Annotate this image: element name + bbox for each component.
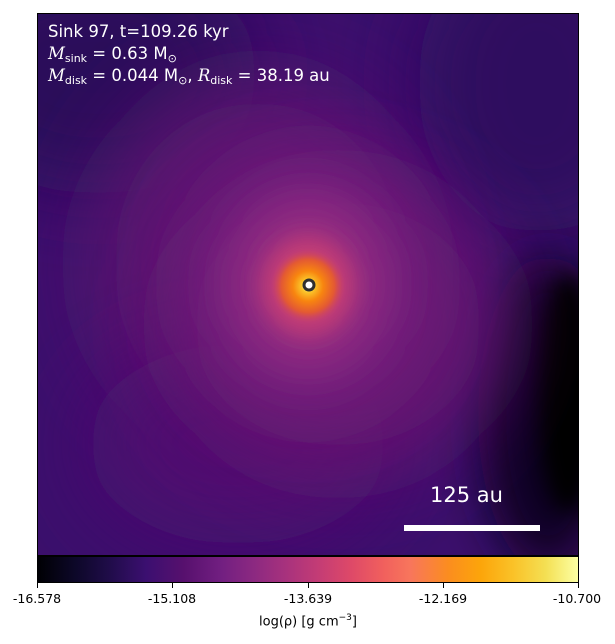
colorbar-tick [578,583,579,588]
msink-value: = 0.63 M [87,44,168,63]
rdisk-symbol: R [197,66,211,85]
msink-symbol: M [48,44,65,63]
mdisk-sub: disk [64,74,88,87]
sink-mass-line: Msink = 0.63 M⊙ [48,43,177,69]
msink-unit-sub: ⊙ [167,52,177,65]
disk-separator: , [187,66,198,85]
scalebar-label: 125 au [430,483,503,507]
rdisk-value: = 38.19 au [232,66,330,85]
colorbar [37,556,579,583]
scalebar [404,525,540,531]
colorbar-tick-label: -15.108 [147,591,197,606]
colorbar-tick-label: -16.578 [12,591,62,606]
colorbar-tick-label: -12.169 [418,591,468,606]
colorbar-tick-label: -10.700 [552,591,602,606]
density-map-panel: Sink 97, t=109.26 kyr Msink = 0.63 M⊙ Md… [37,13,579,556]
colorbar-label-exp: −3 [338,613,352,623]
colorbar-label-suffix: ] [351,614,357,630]
colorbar-label-prefix: log(ρ) [g cm [259,614,339,630]
mdisk-symbol: M [48,66,65,85]
colorbar-tick [443,583,444,588]
rdisk-sub: disk [210,74,233,87]
sink-title: Sink 97, t=109.26 kyr [48,22,229,41]
colorbar-tick [172,583,173,588]
mdisk-value: = 0.044 M [87,66,179,85]
colorbar-label: log(ρ) [g cm−3] [259,613,357,629]
colorbar-tick [37,583,38,588]
mdisk-unit-sub: ⊙ [178,74,188,87]
density-map-image [38,14,578,555]
msink-sub: sink [64,52,88,65]
colorbar-tick [308,583,309,588]
disk-line: Mdisk = 0.044 M⊙, Rdisk = 38.19 au [48,65,330,91]
colorbar-tick-label: -13.639 [283,591,333,606]
